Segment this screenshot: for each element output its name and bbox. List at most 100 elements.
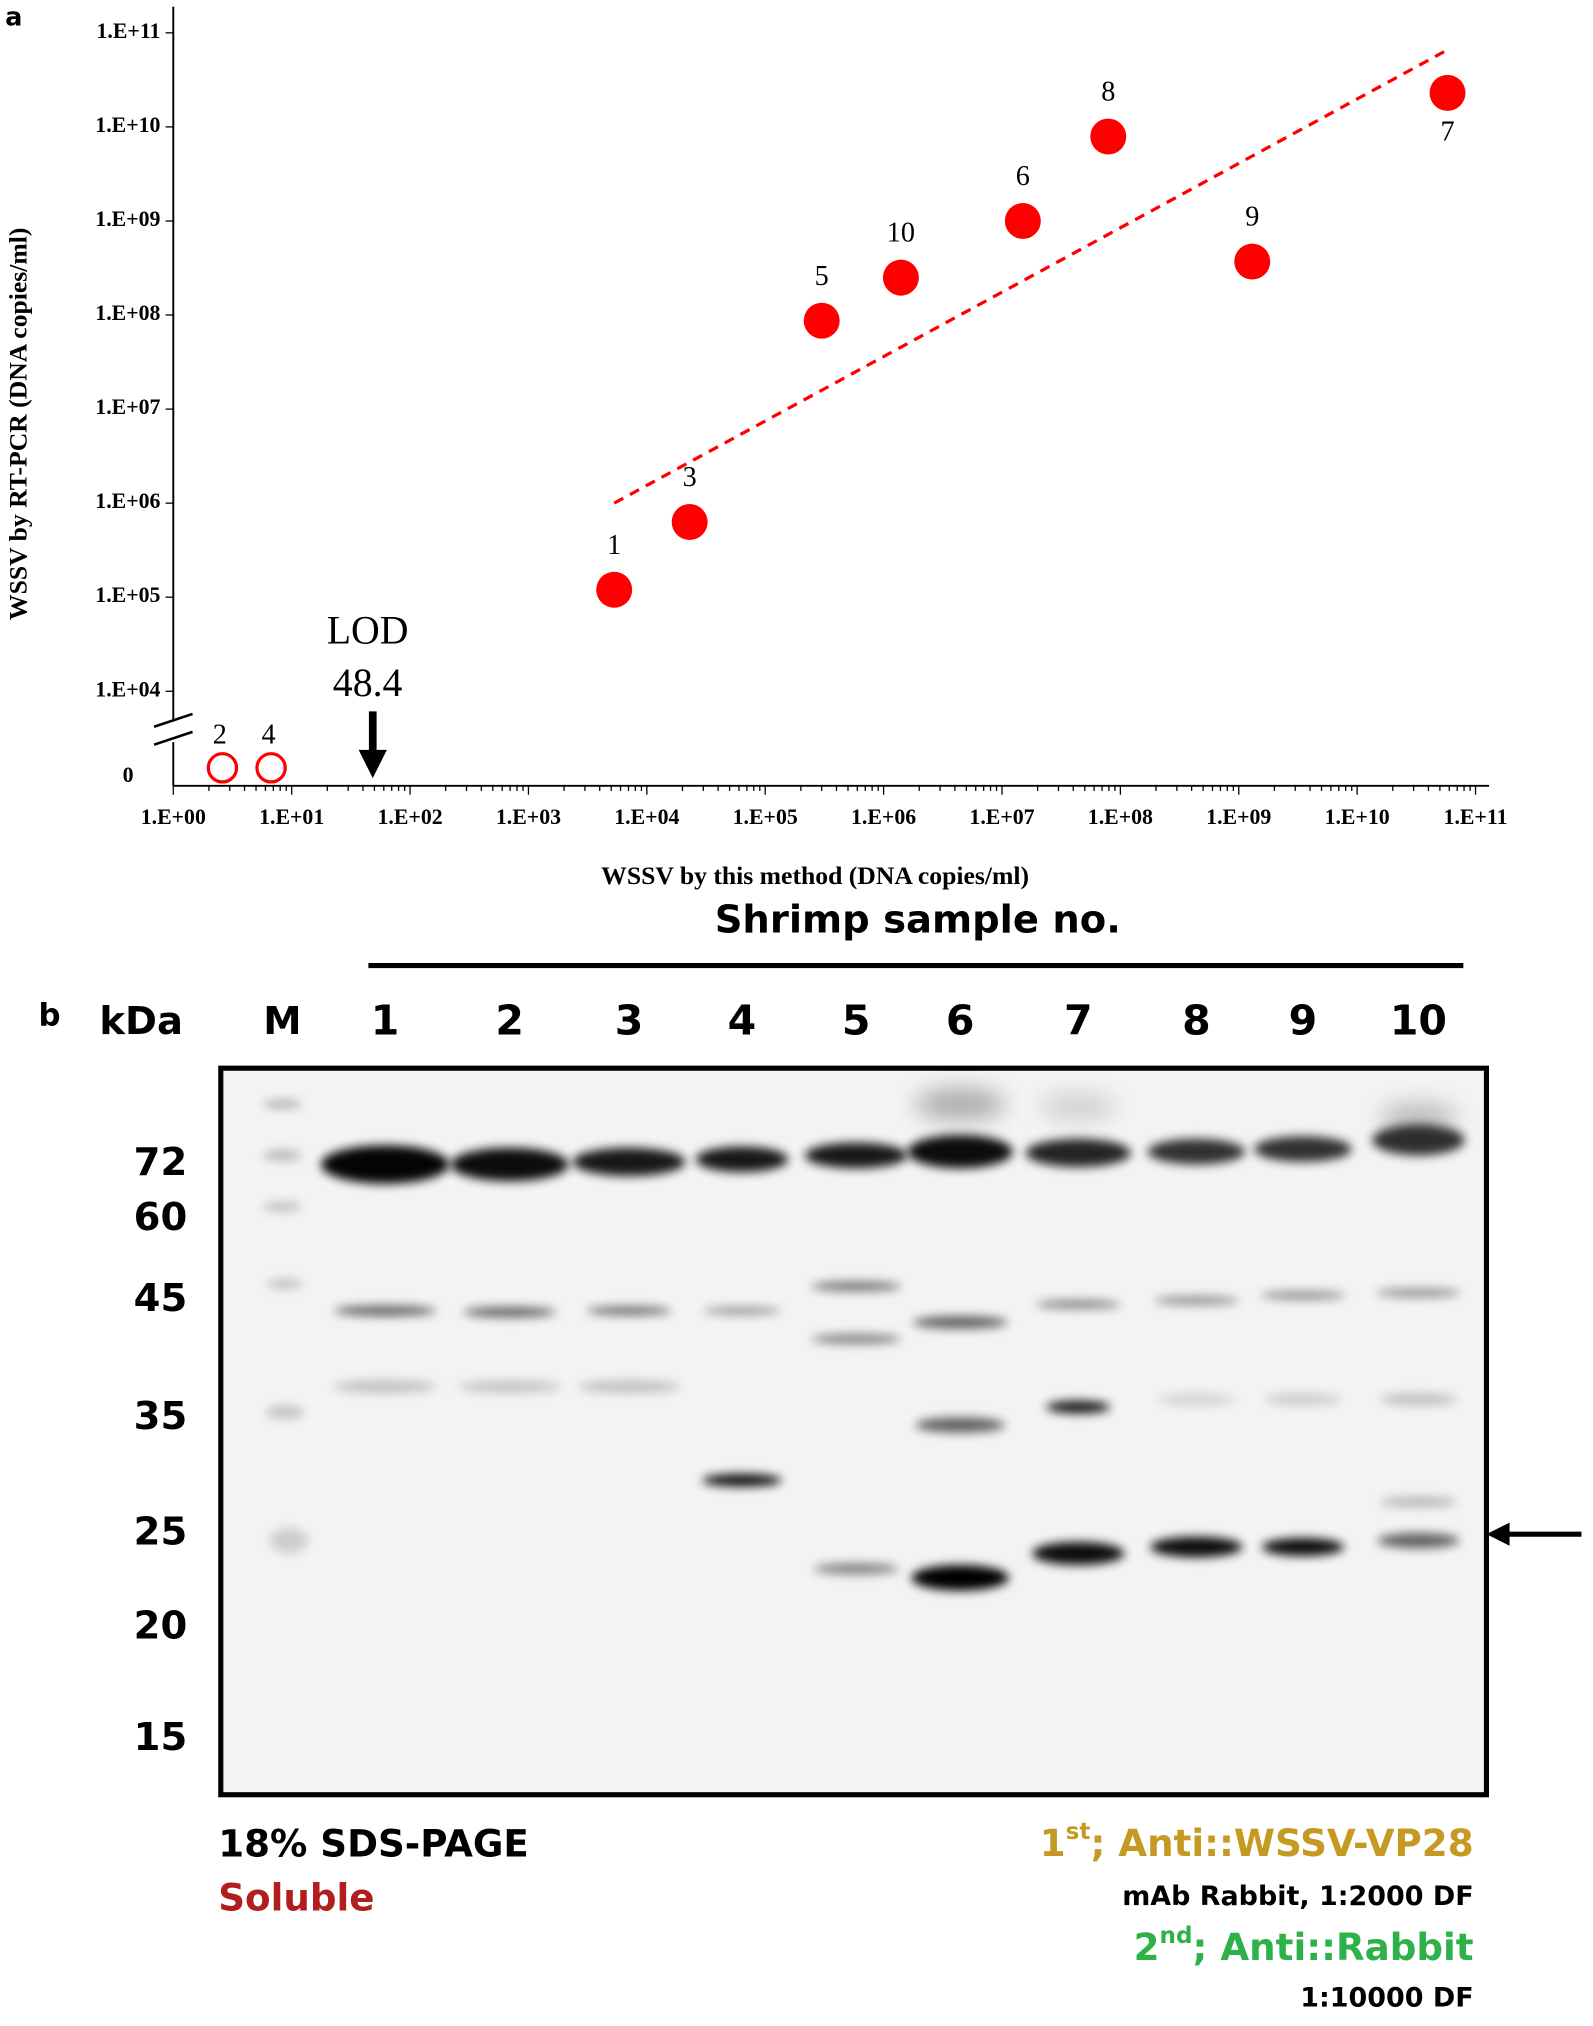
antibody-name: ; Anti::Rabbit	[1193, 1924, 1474, 1968]
x-tick-label: 1.E+09	[1206, 805, 1271, 829]
marker-size: 60	[134, 1195, 188, 1240]
band	[458, 1380, 561, 1393]
point-label: 1	[607, 530, 621, 561]
marker-size: 45	[134, 1276, 188, 1321]
lane-label: 4	[728, 996, 757, 1044]
x-tick-label: 1.E+01	[259, 805, 324, 829]
x-tick-label: 1.E+11	[1444, 805, 1508, 829]
point-label: 3	[683, 462, 697, 493]
marker-size: 15	[134, 1715, 188, 1760]
lane-label: 1	[371, 996, 400, 1044]
point-label: 7	[1440, 116, 1454, 147]
ordinal-suffix: st	[1066, 1818, 1091, 1844]
y-tick-label: 1.E+09	[95, 207, 160, 231]
band	[463, 1306, 556, 1318]
band	[263, 1201, 302, 1212]
x-tick-label: 1.E+05	[733, 805, 798, 829]
panel-letter: a	[5, 3, 22, 33]
band	[1377, 1532, 1460, 1549]
y-tick-label: 1.E+08	[95, 301, 160, 325]
band	[333, 1380, 437, 1393]
band	[1039, 1093, 1117, 1120]
band	[804, 1142, 908, 1169]
band	[907, 1134, 1013, 1169]
blot-image	[218, 1065, 1490, 1798]
band	[915, 1088, 1006, 1120]
band	[703, 1306, 781, 1315]
point	[1004, 202, 1041, 239]
x-axis-title: WSSV by this method (DNA copies/ml)	[601, 861, 1029, 890]
fraction-label: Soluble	[218, 1875, 374, 1919]
point-label: 4	[261, 720, 275, 751]
lane-label: 10	[1390, 996, 1447, 1044]
point-label: 5	[815, 261, 829, 292]
band	[586, 1306, 672, 1316]
ordinal: 1	[1040, 1820, 1066, 1864]
point	[803, 302, 840, 339]
blot-title: Shrimp sample no.	[715, 897, 1121, 942]
band	[266, 1278, 303, 1289]
band	[1379, 1392, 1457, 1406]
lod-label: LOD	[327, 608, 409, 652]
band	[269, 1527, 309, 1554]
band	[1035, 1299, 1121, 1309]
band	[1025, 1138, 1131, 1168]
point	[255, 752, 287, 784]
band	[577, 1380, 681, 1393]
x-tick-label: 1.E+04	[614, 805, 679, 829]
lane-label: 8	[1182, 996, 1211, 1044]
band	[1147, 1138, 1246, 1165]
band	[1260, 1290, 1346, 1300]
lane-label: 2	[495, 996, 524, 1044]
band	[450, 1147, 569, 1182]
y-tick-label: 1.E+06	[95, 489, 160, 513]
point-label: 8	[1101, 77, 1115, 108]
y-tick-label: 1.E+11	[97, 19, 161, 43]
point	[1090, 118, 1127, 155]
point-label: 2	[213, 720, 227, 751]
band	[915, 1417, 1006, 1433]
band	[1254, 1136, 1352, 1162]
unit-label: kDa	[99, 999, 183, 1044]
band	[263, 1150, 302, 1161]
x-tick-label: 1.E+02	[377, 805, 442, 829]
primary-detail: mAb Rabbit, 1:2000 DF	[1122, 1881, 1473, 1912]
point	[1429, 74, 1466, 111]
band	[333, 1305, 437, 1316]
y-tick-label: 1.E+04	[95, 677, 160, 701]
band	[1261, 1538, 1344, 1556]
band	[811, 1281, 902, 1292]
x-tick-label: 1.E+00	[141, 805, 206, 829]
band	[911, 1564, 1009, 1591]
secondary-antibody: 2nd; Anti::Rabbit	[1134, 1922, 1474, 1968]
band	[1032, 1541, 1125, 1565]
point	[596, 571, 633, 608]
point-label: 9	[1245, 202, 1259, 233]
band	[702, 1473, 782, 1487]
y-axis-title: WSSV by RT-PCR (DNA copies/ml)	[3, 228, 32, 621]
band	[1150, 1536, 1243, 1558]
band	[1046, 1400, 1111, 1414]
band	[1379, 1104, 1457, 1130]
axis-break	[153, 712, 193, 728]
band	[813, 1563, 899, 1575]
point	[671, 504, 708, 540]
lane-label: 6	[946, 996, 975, 1044]
primary-antibody: 1st; Anti::WSSV-VP28	[1040, 1818, 1474, 1864]
marker-lane-label: M	[263, 999, 301, 1044]
axis-break	[153, 730, 193, 746]
x-tick-label: 1.E+10	[1325, 805, 1390, 829]
gel-label: 18% SDS-PAGE	[218, 1822, 529, 1866]
marker-size: 20	[134, 1603, 188, 1648]
lane-label: 9	[1289, 996, 1318, 1044]
y-tick-label: 1.E+05	[95, 583, 160, 607]
point	[1234, 243, 1271, 280]
ordinal: 2	[1134, 1924, 1160, 1968]
lane-label: 3	[615, 996, 644, 1044]
band	[1157, 1392, 1235, 1406]
band	[320, 1145, 450, 1184]
band	[1153, 1296, 1239, 1306]
point-label: 10	[887, 218, 915, 249]
marker-size: 25	[134, 1510, 188, 1555]
